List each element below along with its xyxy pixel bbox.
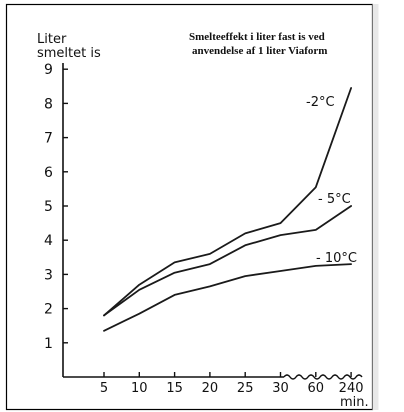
series-group	[103, 87, 353, 332]
series-label: -2°C	[306, 95, 335, 110]
series-label: - 5°C	[318, 192, 351, 207]
scan-edge	[372, 4, 379, 410]
y-axis-label-line-1: Liter	[37, 32, 67, 47]
y-tick-label: 1	[44, 336, 53, 352]
y-tick-label: 9	[44, 62, 53, 78]
x-tick-label: 25	[237, 381, 254, 396]
x-tick-label: 30	[272, 381, 289, 396]
x-axis-break	[283, 374, 363, 380]
series-line	[103, 87, 353, 317]
x-tick-label: 15	[166, 381, 183, 396]
x-tick-label: 5	[100, 381, 108, 396]
y-tick-label: 7	[44, 131, 53, 147]
chart-title-line-1: Smelteeffekt i liter fast is ved	[189, 31, 325, 43]
x-axis-label: min.	[340, 395, 369, 410]
series-labels: -2°C - 5°C - 10°C	[306, 95, 357, 266]
y-tick-label: 3	[44, 267, 53, 283]
series-line	[103, 263, 353, 332]
series-line	[103, 205, 353, 317]
y-tick-label: 5	[44, 199, 53, 215]
y-tick-label: 8	[44, 96, 53, 112]
y-axis-label-line-2: smeltet is	[37, 46, 101, 61]
figure-border	[5, 3, 374, 411]
series-label: - 10°C	[316, 251, 357, 266]
y-ticks: 1 2 3 4 5 6 7 8 9	[44, 62, 68, 352]
x-ticks: 5 10 15 20 25 30 60 240	[100, 372, 364, 396]
chart-title-line-2: anvendelse af 1 liter Viaform	[192, 45, 327, 57]
y-tick-label: 4	[44, 233, 53, 249]
x-tick-label: 60	[308, 381, 325, 396]
x-tick-label: 20	[202, 381, 219, 396]
y-tick-label: 2	[44, 302, 53, 318]
y-tick-label: 6	[44, 165, 53, 181]
x-tick-label: 10	[131, 381, 148, 396]
x-tick-label: 240	[339, 381, 364, 396]
